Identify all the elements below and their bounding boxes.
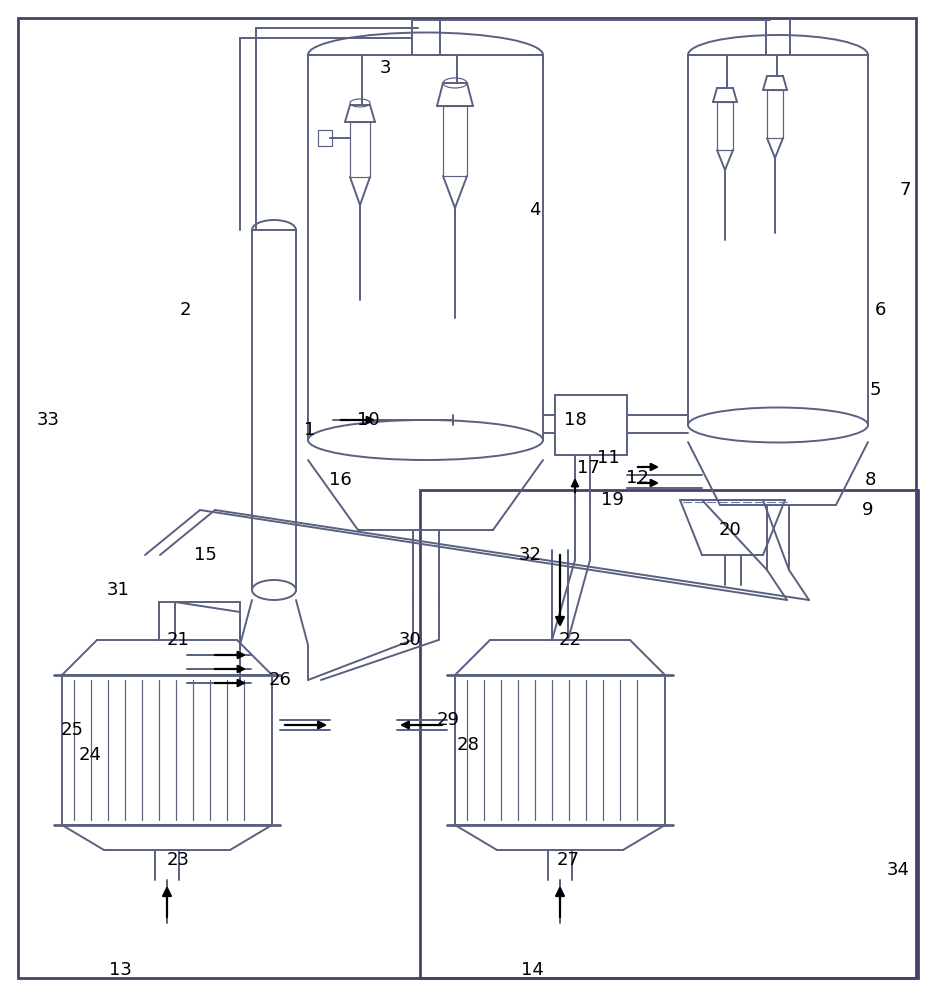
Text: 11: 11: [596, 449, 620, 467]
Ellipse shape: [252, 580, 296, 600]
Bar: [252, 230, 296, 590]
Text: 4: 4: [530, 201, 541, 219]
Text: 2: 2: [179, 301, 191, 319]
Bar: [420, 490, 918, 978]
Bar: [308, 55, 543, 440]
Ellipse shape: [443, 78, 467, 88]
Text: 18: 18: [563, 411, 586, 429]
Text: 6: 6: [874, 301, 885, 319]
Bar: [555, 395, 627, 455]
Text: 9: 9: [862, 501, 874, 519]
Text: 25: 25: [60, 721, 84, 739]
Ellipse shape: [252, 220, 296, 240]
Text: 10: 10: [357, 411, 379, 429]
Text: 5: 5: [870, 381, 881, 399]
Text: 23: 23: [166, 851, 190, 869]
Ellipse shape: [688, 35, 868, 75]
Bar: [717, 102, 733, 150]
Bar: [455, 675, 665, 825]
Text: 27: 27: [557, 851, 579, 869]
Bar: [318, 130, 332, 146]
Text: 1: 1: [304, 421, 316, 439]
Bar: [688, 55, 868, 425]
Text: 24: 24: [79, 746, 101, 764]
Bar: [443, 106, 467, 176]
Text: 13: 13: [109, 961, 131, 979]
Ellipse shape: [308, 32, 543, 78]
Text: 8: 8: [864, 471, 876, 489]
Text: 31: 31: [106, 581, 130, 599]
Bar: [350, 122, 370, 177]
Text: 16: 16: [329, 471, 351, 489]
Ellipse shape: [308, 420, 543, 460]
Text: 17: 17: [577, 459, 599, 477]
Text: 14: 14: [520, 961, 544, 979]
Ellipse shape: [688, 408, 868, 442]
Text: 12: 12: [625, 469, 649, 487]
Text: 29: 29: [437, 711, 459, 729]
Text: 26: 26: [269, 671, 291, 689]
Text: 20: 20: [718, 521, 742, 539]
Text: 21: 21: [166, 631, 190, 649]
Text: 22: 22: [559, 631, 581, 649]
Text: 19: 19: [601, 491, 623, 509]
Text: 34: 34: [886, 861, 910, 879]
Ellipse shape: [350, 99, 370, 107]
Text: 33: 33: [37, 411, 59, 429]
Text: 32: 32: [518, 546, 542, 564]
Bar: [62, 675, 272, 825]
Text: 3: 3: [379, 59, 391, 77]
Text: 30: 30: [399, 631, 422, 649]
Text: 7: 7: [900, 181, 911, 199]
Text: 15: 15: [193, 546, 216, 564]
Bar: [767, 90, 783, 138]
Text: 28: 28: [456, 736, 480, 754]
